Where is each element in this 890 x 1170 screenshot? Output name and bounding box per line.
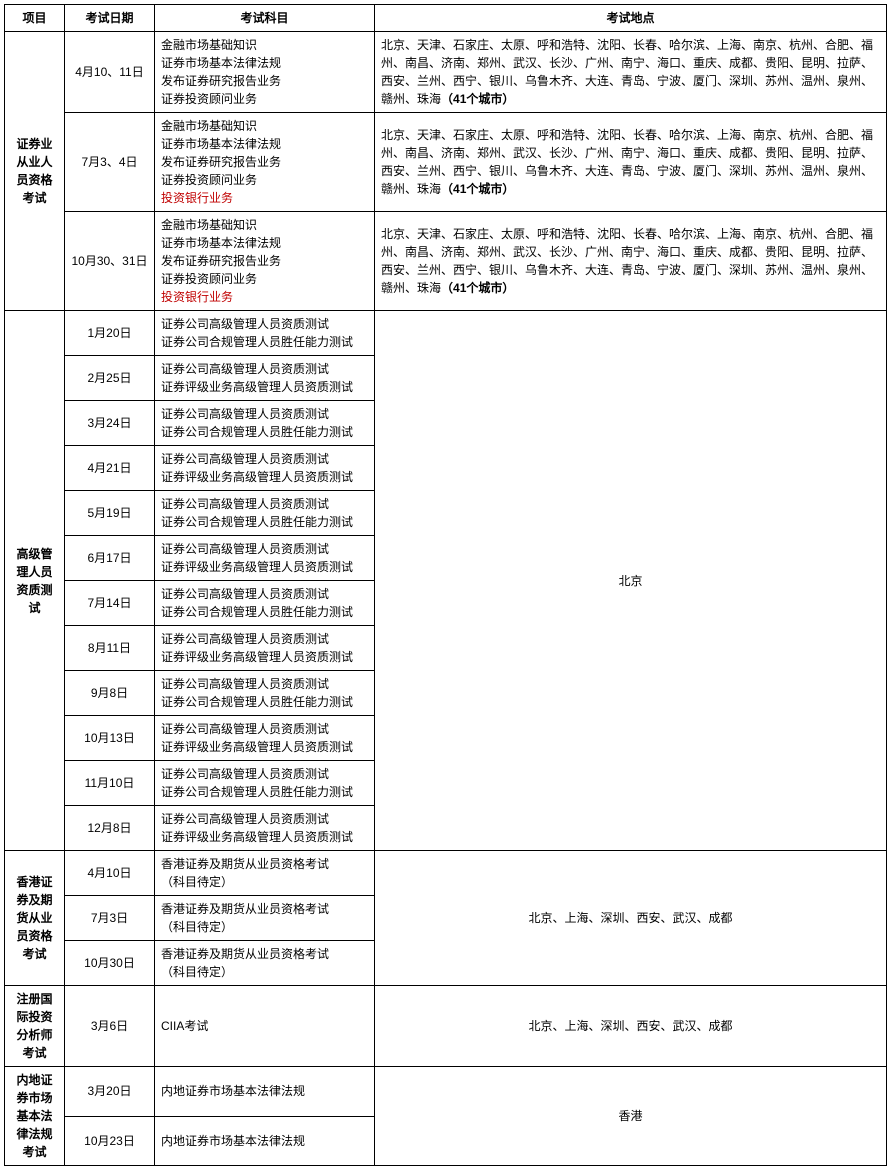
date-cell: 4月10日: [65, 851, 155, 896]
subject-cell: 内地证券市场基本法律法规: [155, 1116, 375, 1166]
header-location: 考试地点: [375, 5, 887, 32]
date-cell: 4月10、11日: [65, 32, 155, 113]
header-date: 考试日期: [65, 5, 155, 32]
header-project: 项目: [5, 5, 65, 32]
location-cell: 北京、天津、石家庄、太原、呼和浩特、沈阳、长春、哈尔滨、上海、南京、杭州、合肥、…: [375, 212, 887, 311]
table-row: 内地证券市场基本法律法规考试3月20日内地证券市场基本法律法规香港: [5, 1067, 887, 1117]
date-cell: 7月14日: [65, 581, 155, 626]
date-cell: 12月8日: [65, 806, 155, 851]
subject-cell: 证券公司高级管理人员资质测试证券评级业务高级管理人员资质测试: [155, 716, 375, 761]
header-subject: 考试科目: [155, 5, 375, 32]
subject-cell: 证券公司高级管理人员资质测试证券公司合规管理人员胜任能力测试: [155, 491, 375, 536]
date-cell: 10月30、31日: [65, 212, 155, 311]
subject-cell: 证券公司高级管理人员资质测试证券公司合规管理人员胜任能力测试: [155, 761, 375, 806]
subject-cell: 金融市场基础知识证券市场基本法律法规发布证券研究报告业务证券投资顾问业务投资银行…: [155, 212, 375, 311]
subject-cell: 香港证券及期货从业员资格考试（科目待定）: [155, 896, 375, 941]
project-cell: 注册国际投资分析师考试: [5, 986, 65, 1067]
table-row: 注册国际投资分析师考试3月6日CIIA考试北京、上海、深圳、西安、武汉、成都: [5, 986, 887, 1067]
date-cell: 4月21日: [65, 446, 155, 491]
subject-cell: 香港证券及期货从业员资格考试（科目待定）: [155, 851, 375, 896]
subject-cell: 证券公司高级管理人员资质测试证券评级业务高级管理人员资质测试: [155, 356, 375, 401]
date-cell: 10月13日: [65, 716, 155, 761]
exam-schedule-table: 项目 考试日期 考试科目 考试地点 证券业从业人员资格考试4月10、11日金融市…: [4, 4, 887, 1166]
date-cell: 3月24日: [65, 401, 155, 446]
location-cell: 北京、天津、石家庄、太原、呼和浩特、沈阳、长春、哈尔滨、上海、南京、杭州、合肥、…: [375, 113, 887, 212]
header-row: 项目 考试日期 考试科目 考试地点: [5, 5, 887, 32]
subject-cell: 证券公司高级管理人员资质测试证券评级业务高级管理人员资质测试: [155, 806, 375, 851]
table-row: 高级管理人员资质测试1月20日证券公司高级管理人员资质测试证券公司合规管理人员胜…: [5, 311, 887, 356]
subject-cell: 证券公司高级管理人员资质测试证券公司合规管理人员胜任能力测试: [155, 401, 375, 446]
date-cell: 9月8日: [65, 671, 155, 716]
subject-cell: 证券公司高级管理人员资质测试证券评级业务高级管理人员资质测试: [155, 626, 375, 671]
subject-cell: 证券公司高级管理人员资质测试证券评级业务高级管理人员资质测试: [155, 536, 375, 581]
date-cell: 3月20日: [65, 1067, 155, 1117]
date-cell: 10月30日: [65, 941, 155, 986]
table-row: 香港证券及期货从业员资格考试4月10日香港证券及期货从业员资格考试（科目待定）北…: [5, 851, 887, 896]
subject-cell: 证券公司高级管理人员资质测试证券公司合规管理人员胜任能力测试: [155, 311, 375, 356]
date-cell: 8月11日: [65, 626, 155, 671]
project-cell: 高级管理人员资质测试: [5, 311, 65, 851]
subject-cell: 证券公司高级管理人员资质测试证券评级业务高级管理人员资质测试: [155, 446, 375, 491]
subject-cell: 内地证券市场基本法律法规: [155, 1067, 375, 1117]
subject-cell: 金融市场基础知识证券市场基本法律法规发布证券研究报告业务证券投资顾问业务: [155, 32, 375, 113]
table-row: 10月30、31日金融市场基础知识证券市场基本法律法规发布证券研究报告业务证券投…: [5, 212, 887, 311]
subject-cell: CIIA考试: [155, 986, 375, 1067]
date-cell: 1月20日: [65, 311, 155, 356]
table-row: 7月3、4日金融市场基础知识证券市场基本法律法规发布证券研究报告业务证券投资顾问…: [5, 113, 887, 212]
date-cell: 2月25日: [65, 356, 155, 401]
location-cell: 北京、上海、深圳、西安、武汉、成都: [375, 986, 887, 1067]
subject-cell: 证券公司高级管理人员资质测试证券公司合规管理人员胜任能力测试: [155, 581, 375, 626]
date-cell: 5月19日: [65, 491, 155, 536]
date-cell: 10月23日: [65, 1116, 155, 1166]
date-cell: 11月10日: [65, 761, 155, 806]
project-cell: 香港证券及期货从业员资格考试: [5, 851, 65, 986]
project-cell: 内地证券市场基本法律法规考试: [5, 1067, 65, 1166]
date-cell: 7月3日: [65, 896, 155, 941]
subject-cell: 金融市场基础知识证券市场基本法律法规发布证券研究报告业务证券投资顾问业务投资银行…: [155, 113, 375, 212]
date-cell: 6月17日: [65, 536, 155, 581]
project-cell: 证券业从业人员资格考试: [5, 32, 65, 311]
subject-cell: 证券公司高级管理人员资质测试证券公司合规管理人员胜任能力测试: [155, 671, 375, 716]
location-cell: 香港: [375, 1067, 887, 1166]
location-cell: 北京: [375, 311, 887, 851]
location-cell: 北京、天津、石家庄、太原、呼和浩特、沈阳、长春、哈尔滨、上海、南京、杭州、合肥、…: [375, 32, 887, 113]
location-cell: 北京、上海、深圳、西安、武汉、成都: [375, 851, 887, 986]
date-cell: 7月3、4日: [65, 113, 155, 212]
date-cell: 3月6日: [65, 986, 155, 1067]
subject-cell: 香港证券及期货从业员资格考试（科目待定）: [155, 941, 375, 986]
table-row: 证券业从业人员资格考试4月10、11日金融市场基础知识证券市场基本法律法规发布证…: [5, 32, 887, 113]
